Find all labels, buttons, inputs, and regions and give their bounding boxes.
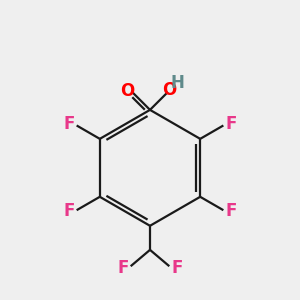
- Text: F: F: [64, 115, 75, 133]
- Text: F: F: [64, 202, 75, 220]
- Text: O: O: [163, 81, 177, 99]
- Text: F: F: [225, 115, 236, 133]
- Text: H: H: [170, 74, 184, 92]
- Text: O: O: [120, 82, 134, 100]
- Text: F: F: [171, 259, 182, 277]
- Text: F: F: [225, 202, 236, 220]
- Text: F: F: [118, 259, 129, 277]
